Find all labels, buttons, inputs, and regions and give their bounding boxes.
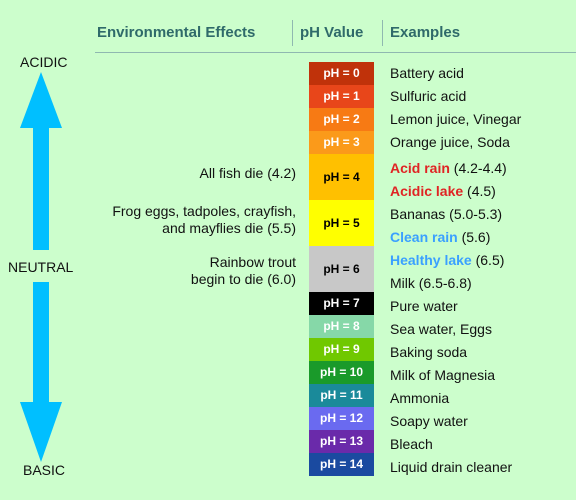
- basic-label: BASIC: [23, 462, 66, 478]
- ph-cell-label: pH = 10: [319, 365, 364, 379]
- ph-cell-2: pH = 2: [309, 108, 374, 131]
- ph-cell-label: pH = 6: [323, 262, 360, 276]
- example-ph10: Milk of Magnesia: [390, 367, 496, 383]
- example-ph1: Sulfuric acid: [390, 88, 467, 104]
- ph-cell-label: pH = 1: [323, 89, 360, 103]
- example-bananas: Bananas (5.0-5.3): [390, 206, 503, 222]
- ph-scale-column: pH = 0 pH = 1 pH = 2 pH = 3 pH = 4 pH = 5 pH =…: [309, 62, 374, 476]
- example-ph7: Pure water: [390, 298, 458, 314]
- ph-cell-12: pH = 12: [309, 407, 374, 430]
- header-examples: Examples: [390, 24, 461, 41]
- ph-cell-label: pH = 4: [323, 170, 360, 184]
- header-divider: [95, 52, 576, 53]
- example-ph0: Battery acid: [390, 65, 464, 81]
- ph-cell-11: pH = 11: [309, 384, 374, 407]
- effect-fish-die: All fish die (4.2): [199, 165, 296, 181]
- up-arrow-icon: [20, 72, 62, 250]
- scale-arrows: [20, 72, 62, 462]
- ph-cell-label: pH = 8: [323, 319, 360, 333]
- ph-cell-14: pH = 14: [309, 453, 374, 476]
- ph-cell-13: pH = 13: [309, 430, 374, 453]
- example-ph13: Bleach: [390, 436, 433, 452]
- ph-cell-3: pH = 3: [309, 131, 374, 154]
- ph-cell-8: pH = 8: [309, 315, 374, 338]
- ph-cell-label: pH = 9: [323, 342, 360, 356]
- ph-cell-0: pH = 0: [309, 62, 374, 85]
- ph-cell-10: pH = 10: [309, 361, 374, 384]
- ph-cell-label: pH = 0: [323, 66, 360, 80]
- example-ph8: Sea water, Eggs: [390, 321, 492, 337]
- example-ph11: Ammonia: [390, 390, 450, 406]
- ph-cell-label: pH = 3: [323, 135, 360, 149]
- example-healthy-lake: Healthy lake (6.5): [390, 252, 505, 268]
- effect-rainbow-trout: Rainbow trout begin to die (6.0): [190, 254, 296, 287]
- acidic-label: ACIDIC: [20, 54, 68, 70]
- example-ph2: Lemon juice, Vinegar: [390, 111, 522, 127]
- ph-cell-label: pH = 11: [320, 388, 363, 402]
- example-acidic-lake: Acidic lake (4.5): [390, 183, 496, 199]
- example-ph12: Soapy water: [390, 413, 468, 429]
- effect-frog-eggs: Frog eggs, tadpoles, crayfish, and mayfl…: [112, 203, 296, 236]
- example-ph14: Liquid drain cleaner: [390, 459, 513, 475]
- example-acid-rain: Acid rain (4.2-4.4): [390, 160, 507, 176]
- header-ph-value: pH Value: [300, 24, 364, 41]
- ph-cell-label: pH = 14: [319, 457, 364, 471]
- ph-cell-9: pH = 9: [309, 338, 374, 361]
- ph-cell-5: pH = 5: [309, 200, 374, 246]
- ph-cell-label: pH = 5: [323, 216, 360, 230]
- ph-cell-7: pH = 7: [309, 292, 374, 315]
- ph-cell-label: pH = 12: [319, 411, 364, 425]
- example-clean-rain: Clean rain (5.6): [390, 229, 491, 245]
- header-separator: [382, 20, 383, 46]
- example-milk: Milk (6.5-6.8): [390, 275, 472, 291]
- neutral-label: NEUTRAL: [8, 259, 74, 275]
- header-environmental-effects: Environmental Effects: [97, 24, 256, 41]
- down-arrow-icon: [20, 282, 62, 462]
- ph-cell-label: pH = 2: [323, 112, 360, 126]
- ph-cell-label: pH = 7: [323, 296, 360, 310]
- ph-cell-4: pH = 4: [309, 154, 374, 200]
- ph-cell-label: pH = 13: [319, 434, 364, 448]
- ph-cell-1: pH = 1: [309, 85, 374, 108]
- example-ph9: Baking soda: [390, 344, 468, 360]
- ph-cell-6: pH = 6: [309, 246, 374, 292]
- header-separator: [292, 20, 293, 46]
- example-ph3: Orange juice, Soda: [390, 134, 510, 150]
